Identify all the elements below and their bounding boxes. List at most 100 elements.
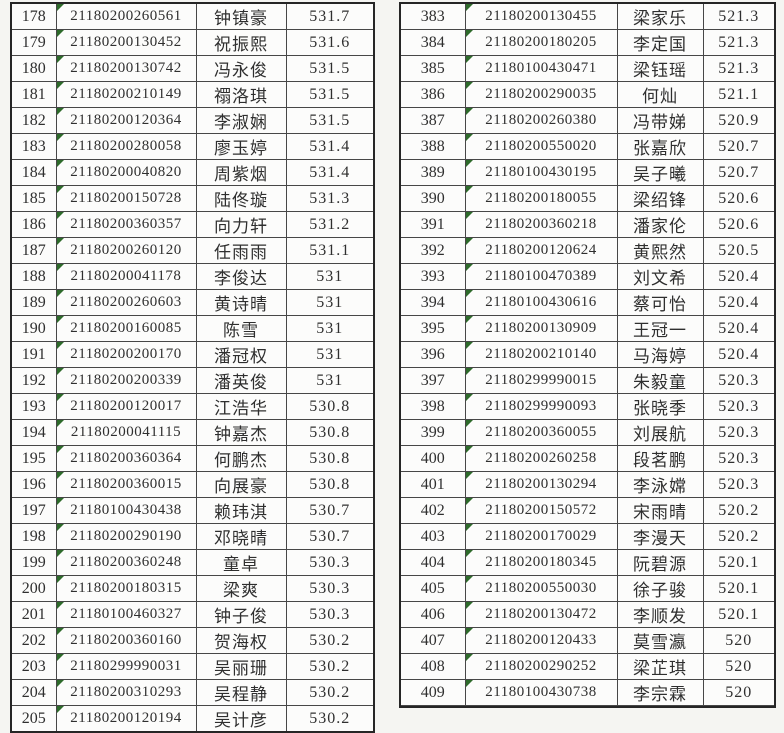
table-row: 389 21180100430195 吴子曦 520.7: [399, 159, 776, 186]
table-row: 393 21180100470389 刘文希 520.4: [399, 263, 776, 290]
rank-cell: 190: [10, 315, 57, 342]
id-cell: 21180200180205: [464, 29, 618, 56]
name-cell: 李漫天: [616, 523, 704, 550]
name-cell: 江浩华: [195, 393, 287, 420]
green-triangle-icon: [57, 134, 64, 141]
id-cell: 21180200130455: [464, 2, 618, 30]
name-cell: 冯永俊: [195, 55, 287, 82]
id-cell: 21180200360364: [55, 445, 197, 472]
rank-cell: 392: [399, 237, 466, 264]
score-cell: 531.2: [285, 211, 375, 238]
table-row: 397 21180299990015 朱毅童 520.3: [399, 367, 776, 394]
green-triangle-icon: [57, 472, 64, 479]
name-cell: 任雨雨: [195, 237, 287, 264]
rank-cell: 200: [10, 575, 57, 602]
score-cell: 520.3: [702, 393, 776, 420]
rank-cell: 199: [10, 549, 57, 576]
rank-cell: 194: [10, 419, 57, 446]
rank-cell: 181: [10, 81, 57, 108]
green-triangle-icon: [466, 654, 473, 661]
id-cell: 21180100430738: [464, 679, 618, 706]
id-cell: 21180200550030: [464, 575, 618, 602]
scanned-score-sheet: { "colors": { "indicator_green": "#2e6b2…: [10, 2, 776, 733]
rank-cell: 179: [10, 29, 57, 56]
rank-cell: 183: [10, 133, 57, 160]
score-cell: 530.8: [285, 445, 375, 472]
name-cell: 张嘉欣: [616, 133, 704, 160]
score-cell: 531.1: [285, 237, 375, 264]
rank-cell: [399, 705, 466, 708]
score-cell: 520: [702, 627, 776, 654]
id-cell: 21180299990093: [464, 393, 618, 420]
score-cell: 530.3: [285, 575, 375, 602]
score-cell: 531.5: [285, 107, 375, 134]
rank-cell: 187: [10, 237, 57, 264]
green-triangle-icon: [466, 602, 473, 609]
green-triangle-icon: [466, 472, 473, 479]
id-cell: 21180200260603: [55, 289, 197, 316]
score-cell: 530.3: [285, 601, 375, 628]
id-cell: 21180200041115: [55, 419, 197, 446]
table-row: 409 21180100430738 李宗霖 520: [399, 679, 776, 706]
score-cell: 531.6: [285, 29, 375, 56]
rank-cell: 186: [10, 211, 57, 238]
score-cell: 531: [285, 315, 375, 342]
green-triangle-icon: [57, 628, 64, 635]
score-cell: 520.3: [702, 419, 776, 446]
rank-cell: 385: [399, 55, 466, 82]
rank-cell: 391: [399, 211, 466, 238]
id-cell: 21180200130472: [464, 601, 618, 628]
score-cell: 520.6: [702, 211, 776, 238]
table-row: 203 21180299990031 吴丽珊 530.2: [10, 653, 375, 680]
table-row: [399, 705, 776, 708]
rank-cell: 386: [399, 81, 466, 108]
table-row: 383 21180200130455 梁家乐 521.3: [399, 2, 776, 30]
name-cell: 李淑娴: [195, 107, 287, 134]
table-row: 199 21180200360248 童卓 530.3: [10, 549, 375, 576]
rank-cell: 390: [399, 185, 466, 212]
id-cell: 21180200130294: [464, 471, 618, 498]
score-cell: 520.3: [702, 445, 776, 472]
table-row: 197 21180100430438 赖玮淇 530.7: [10, 497, 375, 524]
table-row: 408 21180200290252 梁芷琪 520: [399, 653, 776, 680]
table-row: 386 21180200290035 何灿 521.1: [399, 81, 776, 108]
score-cell: 531.4: [285, 133, 375, 160]
green-triangle-icon: [466, 550, 473, 557]
id-cell: 21180100430471: [464, 55, 618, 82]
name-cell: 李顺发: [616, 601, 704, 628]
name-cell: 陆佟璇: [195, 185, 287, 212]
table-row: 200 21180200180315 梁爽 530.3: [10, 575, 375, 602]
green-triangle-icon: [466, 4, 473, 11]
table-row: 394 21180100430616 蔡可怡 520.4: [399, 289, 776, 316]
id-cell: 21180200200170: [55, 341, 197, 368]
id-cell: 21180200120624: [464, 237, 618, 264]
id-cell: 21180200120017: [55, 393, 197, 420]
green-triangle-icon: [57, 576, 64, 583]
green-triangle-icon: [466, 134, 473, 141]
rank-cell: 191: [10, 341, 57, 368]
id-cell: 21180200040820: [55, 159, 197, 186]
id-cell: 21180200180345: [464, 549, 618, 576]
id-cell: 21180299990031: [55, 653, 197, 680]
name-cell: 钟子俊: [195, 601, 287, 628]
green-triangle-icon: [466, 160, 473, 167]
green-triangle-icon: [57, 264, 64, 271]
id-cell: 21180200160085: [55, 315, 197, 342]
table-row: 201 21180100460327 钟子俊 530.3: [10, 601, 375, 628]
name-cell: 朱毅童: [616, 367, 704, 394]
rank-cell: 388: [399, 133, 466, 160]
table-row: 387 21180200260380 冯带娣 520.9: [399, 107, 776, 134]
rank-cell: 402: [399, 497, 466, 524]
green-triangle-icon: [466, 420, 473, 427]
id-cell: 21180200550020: [464, 133, 618, 160]
green-triangle-icon: [57, 446, 64, 453]
green-triangle-icon: [57, 680, 64, 687]
rank-cell: 384: [399, 29, 466, 56]
name-cell: 钟嘉杰: [195, 419, 287, 446]
rank-cell: 188: [10, 263, 57, 290]
rank-cell: 180: [10, 55, 57, 82]
id-cell: 21180200130909: [464, 315, 618, 342]
rank-cell: 407: [399, 627, 466, 654]
results-table-right: 383 21180200130455 梁家乐 521.3 384 211802001802…: [399, 2, 776, 708]
name-cell: 周紫烟: [195, 159, 287, 186]
